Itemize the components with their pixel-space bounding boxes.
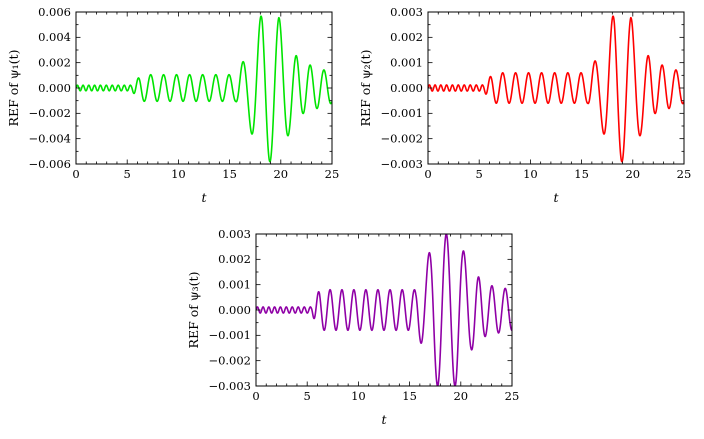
plot-canvas-psi2: 0 5 10 15 20 25 −0.003 −0.002 −0.001 0.000 0.001 0.… [380,5,692,181]
x-axis-label-psi1: t [201,190,207,205]
svg-text:15: 15 [222,167,237,181]
svg-text:0.000: 0.000 [218,303,251,317]
svg-text:0.002: 0.002 [218,252,251,266]
svg-text:0: 0 [72,167,79,181]
plot-canvas-psi1: 0 5 10 15 20 25 −0.006 −0.004 −0.002 0.000 0.002 0.… [28,5,340,181]
svg-text:−0.003: −0.003 [208,379,251,393]
svg-text:5: 5 [124,167,131,181]
svg-text:10: 10 [351,389,366,403]
svg-text:20: 20 [453,389,468,403]
svg-text:0.001: 0.001 [390,55,423,69]
svg-text:−0.001: −0.001 [380,106,423,120]
svg-text:0.001: 0.001 [218,277,251,291]
svg-text:25: 25 [677,167,692,181]
svg-text:−0.001: −0.001 [208,328,251,342]
svg-text:−0.003: −0.003 [380,157,423,171]
svg-text:0.003: 0.003 [390,5,423,19]
y-axis-label-psi3: REF of ψ₃(t) [186,271,201,349]
svg-text:25: 25 [505,389,520,403]
svg-text:15: 15 [402,389,417,403]
svg-text:20: 20 [273,167,288,181]
svg-text:5: 5 [476,167,483,181]
svg-text:−0.002: −0.002 [28,106,71,120]
svg-text:25: 25 [325,167,340,181]
svg-text:0.002: 0.002 [390,30,423,44]
plot-psi1: REF of ψ₁(t) 0 5 10 15 20 25 −0.006 −0.004 −0.00… [6,5,348,216]
plot-psi2: REF of ψ₂(t) 0 5 10 15 20 25 −0.003 −0.002 −0.00… [358,5,700,216]
svg-text:0.006: 0.006 [38,5,71,19]
svg-text:−0.006: −0.006 [28,157,71,171]
svg-text:20: 20 [625,167,640,181]
svg-text:0: 0 [424,167,431,181]
svg-text:10: 10 [171,167,186,181]
y-axis-label-psi2: REF of ψ₂(t) [358,49,373,127]
svg-text:0: 0 [252,389,259,403]
svg-text:−0.004: −0.004 [28,131,71,145]
x-axis-label-psi3: t [381,412,387,427]
svg-text:0.002: 0.002 [38,55,71,69]
x-axis-label-psi2: t [553,190,559,205]
svg-text:15: 15 [574,167,589,181]
svg-text:−0.002: −0.002 [208,353,251,367]
svg-text:−0.002: −0.002 [380,131,423,145]
plot-psi3: REF of ψ₃(t) 0 5 10 15 20 25 −0.003 −0.002 −0.00… [186,227,528,438]
svg-text:0.003: 0.003 [218,227,251,241]
svg-text:0.000: 0.000 [390,81,423,95]
y-axis-label-psi1: REF of ψ₁(t) [6,49,21,127]
plot-canvas-psi3: 0 5 10 15 20 25 −0.003 −0.002 −0.001 0.000 0.001 0.… [208,227,520,403]
svg-text:5: 5 [304,389,311,403]
svg-text:0.000: 0.000 [38,81,71,95]
svg-text:0.004: 0.004 [38,30,71,44]
svg-text:10: 10 [523,167,538,181]
